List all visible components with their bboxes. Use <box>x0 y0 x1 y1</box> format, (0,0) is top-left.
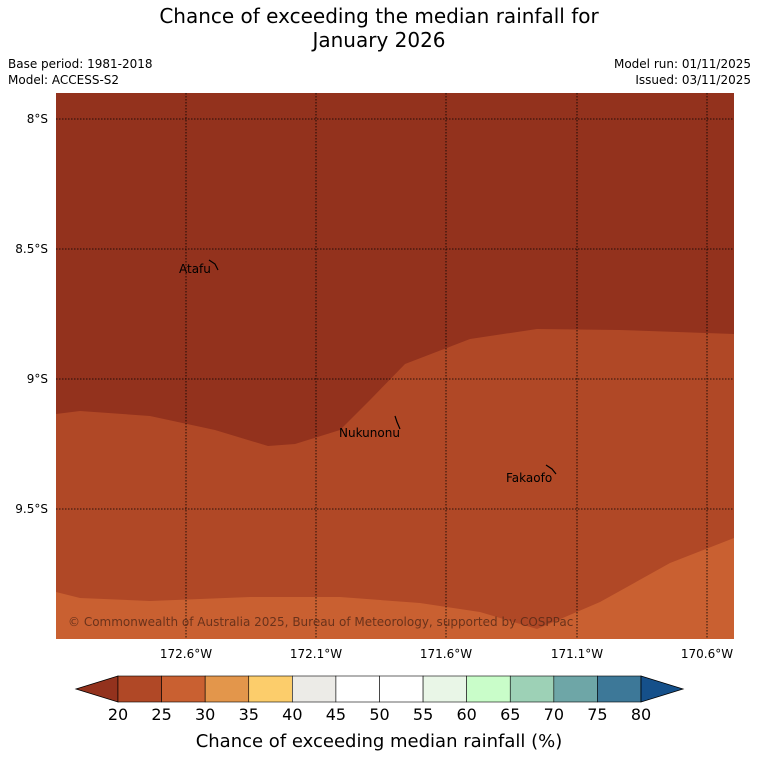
colorbar-segment <box>509 675 555 703</box>
nukunonu-island <box>394 415 401 430</box>
colorbar-segment <box>335 675 380 703</box>
colorbar-tick-label: 60 <box>456 705 476 724</box>
lon-tick-labels: 172.6°W 172.1°W 171.6°W 171.1°W 170.6°W <box>160 647 733 661</box>
place-label-nukunonu: Nukunonu <box>339 426 400 440</box>
colorbar-tick-label: 70 <box>544 705 564 724</box>
colorbar-segment <box>422 675 467 703</box>
grid-lines <box>56 93 734 639</box>
colorbar: 20 25 30 35 40 45 50 55 60 65 70 75 80 Chance of exc… <box>74 675 685 752</box>
place-label-fakaofo: Fakaofo <box>506 471 552 485</box>
atafu-island <box>208 259 219 271</box>
colorbar-tick-labels: 20 25 30 35 40 45 50 55 60 65 70 75 80 <box>108 705 651 724</box>
colorbar-segment <box>204 675 250 703</box>
colorbar-tick-label: 75 <box>587 705 607 724</box>
islands <box>208 259 557 475</box>
colorbar-tick-label: 35 <box>239 705 259 724</box>
colorbar-segment <box>553 675 598 703</box>
lon-tick-label: 172.1°W <box>290 647 342 661</box>
map-panel: Atafu Nukunonu Fakaofo © Commonwealth of… <box>56 93 734 639</box>
meta-left: Base period: 1981-2018 Model: ACCESS-S2 <box>8 56 153 88</box>
zone-25-30 <box>56 538 734 639</box>
base-period-text: Base period: 1981-2018 <box>8 57 153 71</box>
lat-tick-label: 8.5°S <box>15 242 48 256</box>
colorbar-title: Chance of exceeding median rainfall (%) <box>196 731 563 752</box>
colorbar-tick-label: 20 <box>108 705 128 724</box>
meta-right: Model run: 01/11/2025 Issued: 03/11/2025 <box>614 56 751 88</box>
colorbar-segments <box>117 675 642 703</box>
fakaofo-island <box>545 464 557 475</box>
zone-20-25 <box>56 329 734 639</box>
lon-tick-label: 171.6°W <box>420 647 472 661</box>
colorbar-segment <box>597 675 642 703</box>
colorbar-segment <box>379 675 424 703</box>
colorbar-segment <box>466 675 511 703</box>
colorbar-tick-label: 25 <box>151 705 171 724</box>
colorbar-tick-label: 30 <box>195 705 215 724</box>
colorbar-tick-label: 50 <box>369 705 389 724</box>
colorbar-tick-label: 65 <box>500 705 520 724</box>
lon-tick-label: 171.1°W <box>551 647 603 661</box>
lat-tick-label: 8°S <box>27 112 48 126</box>
colorbar-segment <box>117 675 162 703</box>
lon-tick-label: 170.6°W <box>681 647 733 661</box>
map-title-line2: January 2026 <box>312 28 446 52</box>
copyright-notice: © Commonwealth of Australia 2025, Bureau… <box>68 615 573 629</box>
model-text: Model: ACCESS-S2 <box>8 73 120 87</box>
map-title-line1: Chance of exceeding the median rainfall … <box>159 4 599 28</box>
colorbar-segment <box>161 675 206 703</box>
colorbar-tick-label: 45 <box>326 705 346 724</box>
colorbar-over-arrow <box>640 675 685 703</box>
colorbar-under-arrow <box>74 675 119 703</box>
lat-tick-label: 9.5°S <box>15 502 48 516</box>
colorbar-tick-label: 40 <box>282 705 302 724</box>
map-title: Chance of exceeding the median rainfall … <box>0 4 758 52</box>
lon-tick-label: 172.6°W <box>160 647 212 661</box>
model-run-text: Model run: 01/11/2025 <box>613 57 751 71</box>
colorbar-tick-label: 55 <box>413 705 433 724</box>
colorbar-segment <box>248 675 293 703</box>
colorbar-segment <box>292 675 337 703</box>
lat-tick-label: 9°S <box>27 372 48 386</box>
issued-text: Issued: 03/11/2025 <box>635 73 751 87</box>
place-label-atafu: Atafu <box>179 262 211 276</box>
colorbar-tick-label: 80 <box>631 705 651 724</box>
lat-tick-labels: 8°S 8.5°S 9°S 9.5°S <box>15 112 48 516</box>
